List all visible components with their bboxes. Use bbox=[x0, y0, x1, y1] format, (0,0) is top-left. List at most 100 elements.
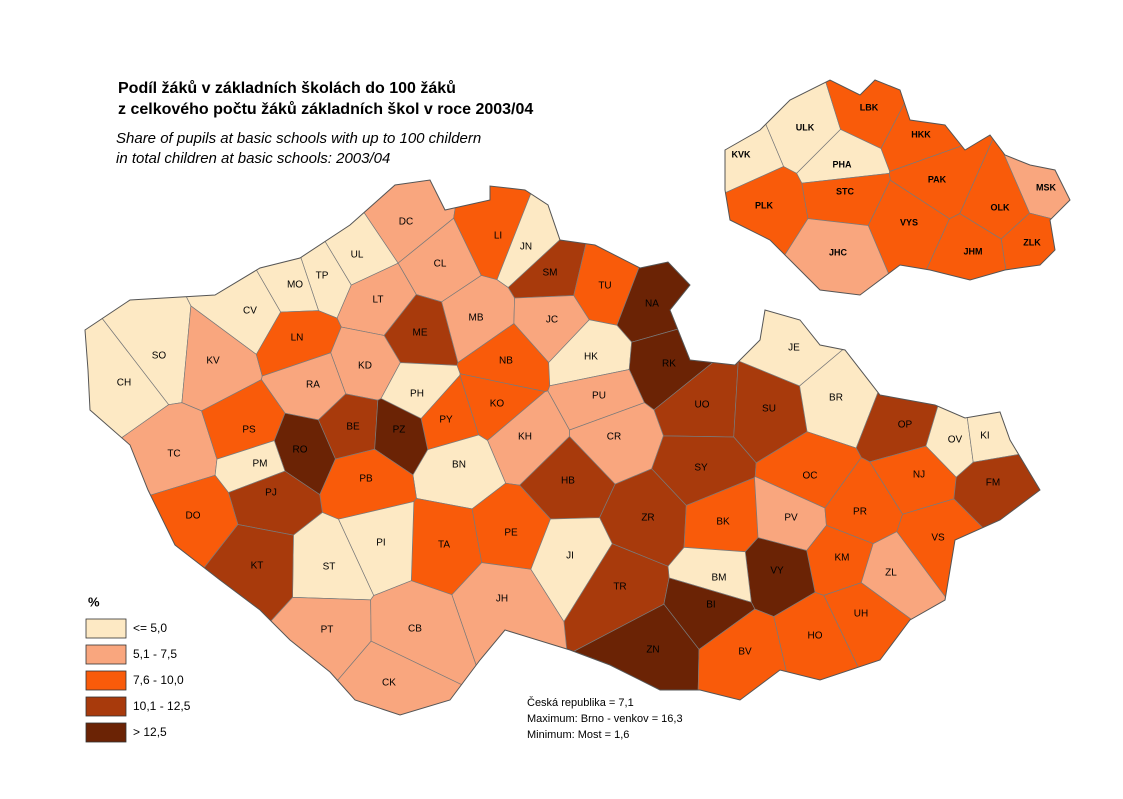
district-label: TU bbox=[598, 281, 611, 292]
district-label: FM bbox=[986, 478, 1000, 489]
legend-label: 7,6 - 10,0 bbox=[133, 673, 184, 687]
region-label: ZLK bbox=[1023, 237, 1041, 247]
district-label: PJ bbox=[265, 488, 277, 499]
district-label: ZL bbox=[885, 568, 897, 579]
district-label: DO bbox=[186, 511, 201, 522]
district-label: PR bbox=[853, 507, 867, 518]
subtitle-line: Share of pupils at basic schools with up… bbox=[116, 130, 481, 147]
district-label: JH bbox=[496, 594, 508, 605]
title-line: z celkového počtu žáků základních škol v… bbox=[118, 101, 533, 118]
district-label: PM bbox=[253, 459, 268, 470]
region bbox=[725, 166, 809, 295]
district-label: SM bbox=[543, 268, 558, 279]
district-label: SY bbox=[694, 463, 708, 474]
district-label: HB bbox=[561, 476, 575, 487]
legend-swatch bbox=[85, 670, 127, 691]
district-label: KV bbox=[206, 356, 220, 367]
district-label: KM bbox=[835, 553, 850, 564]
district-label: TP bbox=[316, 271, 329, 282]
district-label: BN bbox=[452, 460, 466, 471]
district-label: MO bbox=[287, 280, 303, 291]
district-label: OV bbox=[948, 435, 963, 446]
district-label: NB bbox=[499, 356, 513, 367]
legend-swatch bbox=[85, 644, 127, 665]
district bbox=[823, 582, 1040, 715]
district-label: UH bbox=[854, 609, 868, 620]
district-label: KO bbox=[490, 399, 505, 410]
district-label: ZN bbox=[646, 645, 659, 656]
district-label: ME bbox=[413, 328, 428, 339]
region-label: PLK bbox=[755, 200, 774, 210]
district-label: CK bbox=[382, 678, 396, 689]
district-label: BK bbox=[716, 517, 730, 528]
district-label: PI bbox=[376, 538, 385, 549]
district-label: JI bbox=[566, 551, 574, 562]
district-label: OC bbox=[803, 471, 818, 482]
note: Česká republika = 7,1 bbox=[527, 696, 634, 709]
legend-swatch bbox=[85, 696, 127, 717]
region-label: HKK bbox=[911, 129, 931, 139]
district-label: CH bbox=[117, 378, 131, 389]
district-label: HK bbox=[584, 352, 598, 363]
district-label: PH bbox=[410, 389, 424, 400]
district-label: NA bbox=[645, 299, 659, 310]
district-label: CV bbox=[243, 306, 257, 317]
district-label: CR bbox=[607, 432, 621, 443]
district-label: BE bbox=[346, 422, 360, 433]
legend-swatch bbox=[85, 618, 127, 639]
district-label: RA bbox=[306, 380, 320, 391]
district bbox=[896, 498, 1040, 715]
district-label: PU bbox=[592, 391, 606, 402]
legend-label: <= 5,0 bbox=[133, 621, 167, 635]
district-label: TR bbox=[613, 582, 626, 593]
district-label: BR bbox=[829, 393, 843, 404]
district-label: TA bbox=[438, 540, 450, 551]
district-label: MB bbox=[469, 313, 484, 324]
district-label: JC bbox=[546, 315, 558, 326]
note: Minimum: Most = 1,6 bbox=[527, 729, 629, 741]
district-label: HO bbox=[808, 631, 823, 642]
district-label: VS bbox=[931, 533, 945, 544]
district-label: LT bbox=[373, 295, 384, 306]
region-label: MSK bbox=[1036, 182, 1057, 192]
district-label: RK bbox=[662, 359, 676, 370]
district-label: UL bbox=[351, 250, 364, 261]
region-label: PAK bbox=[928, 174, 947, 184]
district-label: PS bbox=[242, 425, 256, 436]
district-label: TC bbox=[167, 449, 180, 460]
subtitle-line: in total children at basic schools: 2003… bbox=[116, 150, 390, 167]
legend-label: 5,1 - 7,5 bbox=[133, 647, 177, 661]
district-label: KT bbox=[251, 561, 264, 572]
region-label: LBK bbox=[860, 102, 879, 112]
district-label: BM bbox=[712, 573, 727, 584]
district-label: SU bbox=[762, 404, 776, 415]
district-label: PV bbox=[784, 513, 798, 524]
district-label: LI bbox=[494, 231, 502, 242]
district-label: PB bbox=[359, 474, 373, 485]
district-label: BV bbox=[738, 647, 752, 658]
region-label: JHM bbox=[963, 246, 982, 256]
district-label: ZR bbox=[641, 513, 654, 524]
district-label: PT bbox=[321, 625, 334, 636]
region-label: VYS bbox=[900, 217, 918, 227]
district-label: JN bbox=[520, 242, 532, 253]
district-label: PE bbox=[504, 528, 518, 539]
title-line: Podíl žáků v základních školách do 100 ž… bbox=[118, 80, 456, 97]
district-label: LN bbox=[291, 333, 304, 344]
district-label: OP bbox=[898, 420, 913, 431]
district-label: ST bbox=[323, 562, 336, 573]
legend-title: % bbox=[88, 594, 100, 609]
legend-label: 10,1 - 12,5 bbox=[133, 699, 191, 713]
district-label: KH bbox=[518, 432, 532, 443]
note: Maximum: Brno - venkov = 16,3 bbox=[527, 713, 683, 725]
region-label: KVK bbox=[731, 149, 751, 159]
district-label: UO bbox=[695, 400, 710, 411]
district-label: SO bbox=[152, 351, 167, 362]
legend-label: > 12,5 bbox=[133, 725, 167, 739]
district-label: VY bbox=[770, 566, 784, 577]
region-label: ULK bbox=[796, 122, 815, 132]
district-label: NJ bbox=[913, 470, 925, 481]
district-label: RO bbox=[293, 445, 308, 456]
legend-swatch bbox=[85, 722, 127, 743]
